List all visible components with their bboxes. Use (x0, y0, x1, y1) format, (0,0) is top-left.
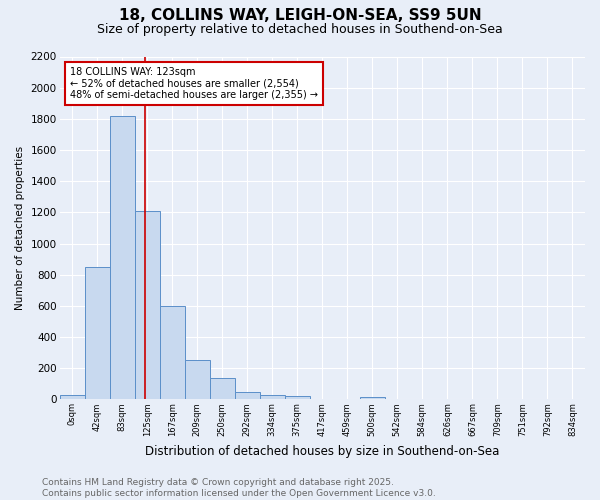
Bar (260, 394, 285, 400)
Bar (160, 306, 185, 400)
X-axis label: Distribution of detached houses by size in Southend-on-Sea: Distribution of detached houses by size … (145, 444, 499, 458)
Bar (210, 378, 235, 400)
Text: Size of property relative to detached houses in Southend-on-Sea: Size of property relative to detached ho… (97, 22, 503, 36)
Bar (134, 211, 160, 400)
Bar (235, 392, 260, 400)
Bar (185, 360, 210, 400)
Bar (85, 267, 110, 400)
Y-axis label: Number of detached properties: Number of detached properties (15, 146, 25, 310)
Bar (360, 397, 385, 400)
Bar (110, 116, 134, 400)
Text: 18 COLLINS WAY: 123sqm
← 52% of detached houses are smaller (2,554)
48% of semi-: 18 COLLINS WAY: 123sqm ← 52% of detached… (70, 67, 318, 100)
Bar (285, 396, 310, 400)
Text: 18, COLLINS WAY, LEIGH-ON-SEA, SS9 5UN: 18, COLLINS WAY, LEIGH-ON-SEA, SS9 5UN (119, 8, 481, 22)
Text: Contains HM Land Registry data © Crown copyright and database right 2025.
Contai: Contains HM Land Registry data © Crown c… (42, 478, 436, 498)
Bar (59, 396, 85, 400)
